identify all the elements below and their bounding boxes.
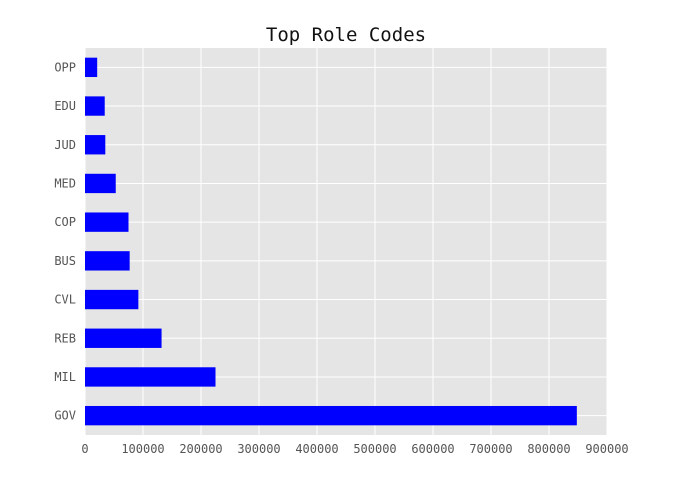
bar-mil	[85, 367, 216, 387]
y-tick-label: OPP	[54, 60, 76, 74]
x-tick-label: 800000	[527, 442, 570, 456]
x-tick-label: 100000	[121, 442, 164, 456]
bar-jud	[85, 135, 106, 155]
bar-bus	[85, 251, 130, 271]
y-tick-label: REB	[54, 331, 76, 345]
x-tick-label: 600000	[411, 442, 454, 456]
bar-reb	[85, 328, 162, 348]
y-tick-label: MED	[54, 176, 76, 190]
x-axis-ticks: 0 100000 200000 300000 400000 500000 600000 700…	[81, 442, 628, 456]
x-tick-label: 400000	[295, 442, 338, 456]
bar-gov	[85, 405, 577, 426]
x-tick-label: 700000	[469, 442, 512, 456]
x-tick-label: 300000	[237, 442, 280, 456]
x-tick-label: 200000	[179, 442, 222, 456]
y-tick-label: CVL	[54, 293, 76, 307]
bar-edu	[85, 96, 105, 116]
x-tick-label: 0	[81, 442, 88, 456]
y-tick-label: JUD	[54, 138, 76, 152]
x-tick-label: 900000	[585, 442, 628, 456]
y-tick-label: MIL	[54, 370, 76, 384]
bar-opp	[85, 57, 98, 78]
y-tick-label: EDU	[54, 99, 76, 113]
y-axis-ticks: GOV MIL REB CVL BUS COP MED JUD EDU OPP	[54, 60, 76, 422]
x-tick-label: 500000	[353, 442, 396, 456]
y-tick-label: GOV	[54, 409, 76, 423]
bar-med	[85, 173, 116, 194]
chart-title: Top Role Codes	[266, 24, 426, 46]
bar-cvl	[85, 289, 139, 310]
y-tick-label: COP	[54, 215, 76, 229]
y-tick-label: BUS	[54, 254, 76, 268]
bar-cop	[85, 212, 129, 232]
bars	[85, 57, 577, 426]
